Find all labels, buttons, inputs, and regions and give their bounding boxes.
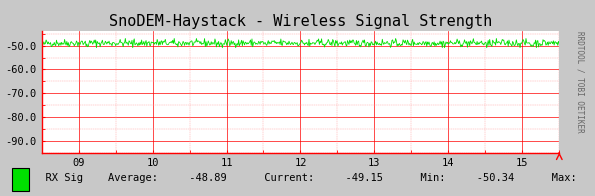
- Text: RRDTOOL / TOBI OETIKER: RRDTOOL / TOBI OETIKER: [575, 31, 585, 133]
- FancyBboxPatch shape: [12, 168, 29, 191]
- Text: RX Sig    Average:     -48.89      Current:     -49.15      Min:     -50.34     : RX Sig Average: -48.89 Current: -49.15 M…: [33, 173, 595, 183]
- Y-axis label: dBm: dBm: [0, 82, 3, 102]
- Title: SnoDEM-Haystack - Wireless Signal Strength: SnoDEM-Haystack - Wireless Signal Streng…: [109, 14, 492, 29]
